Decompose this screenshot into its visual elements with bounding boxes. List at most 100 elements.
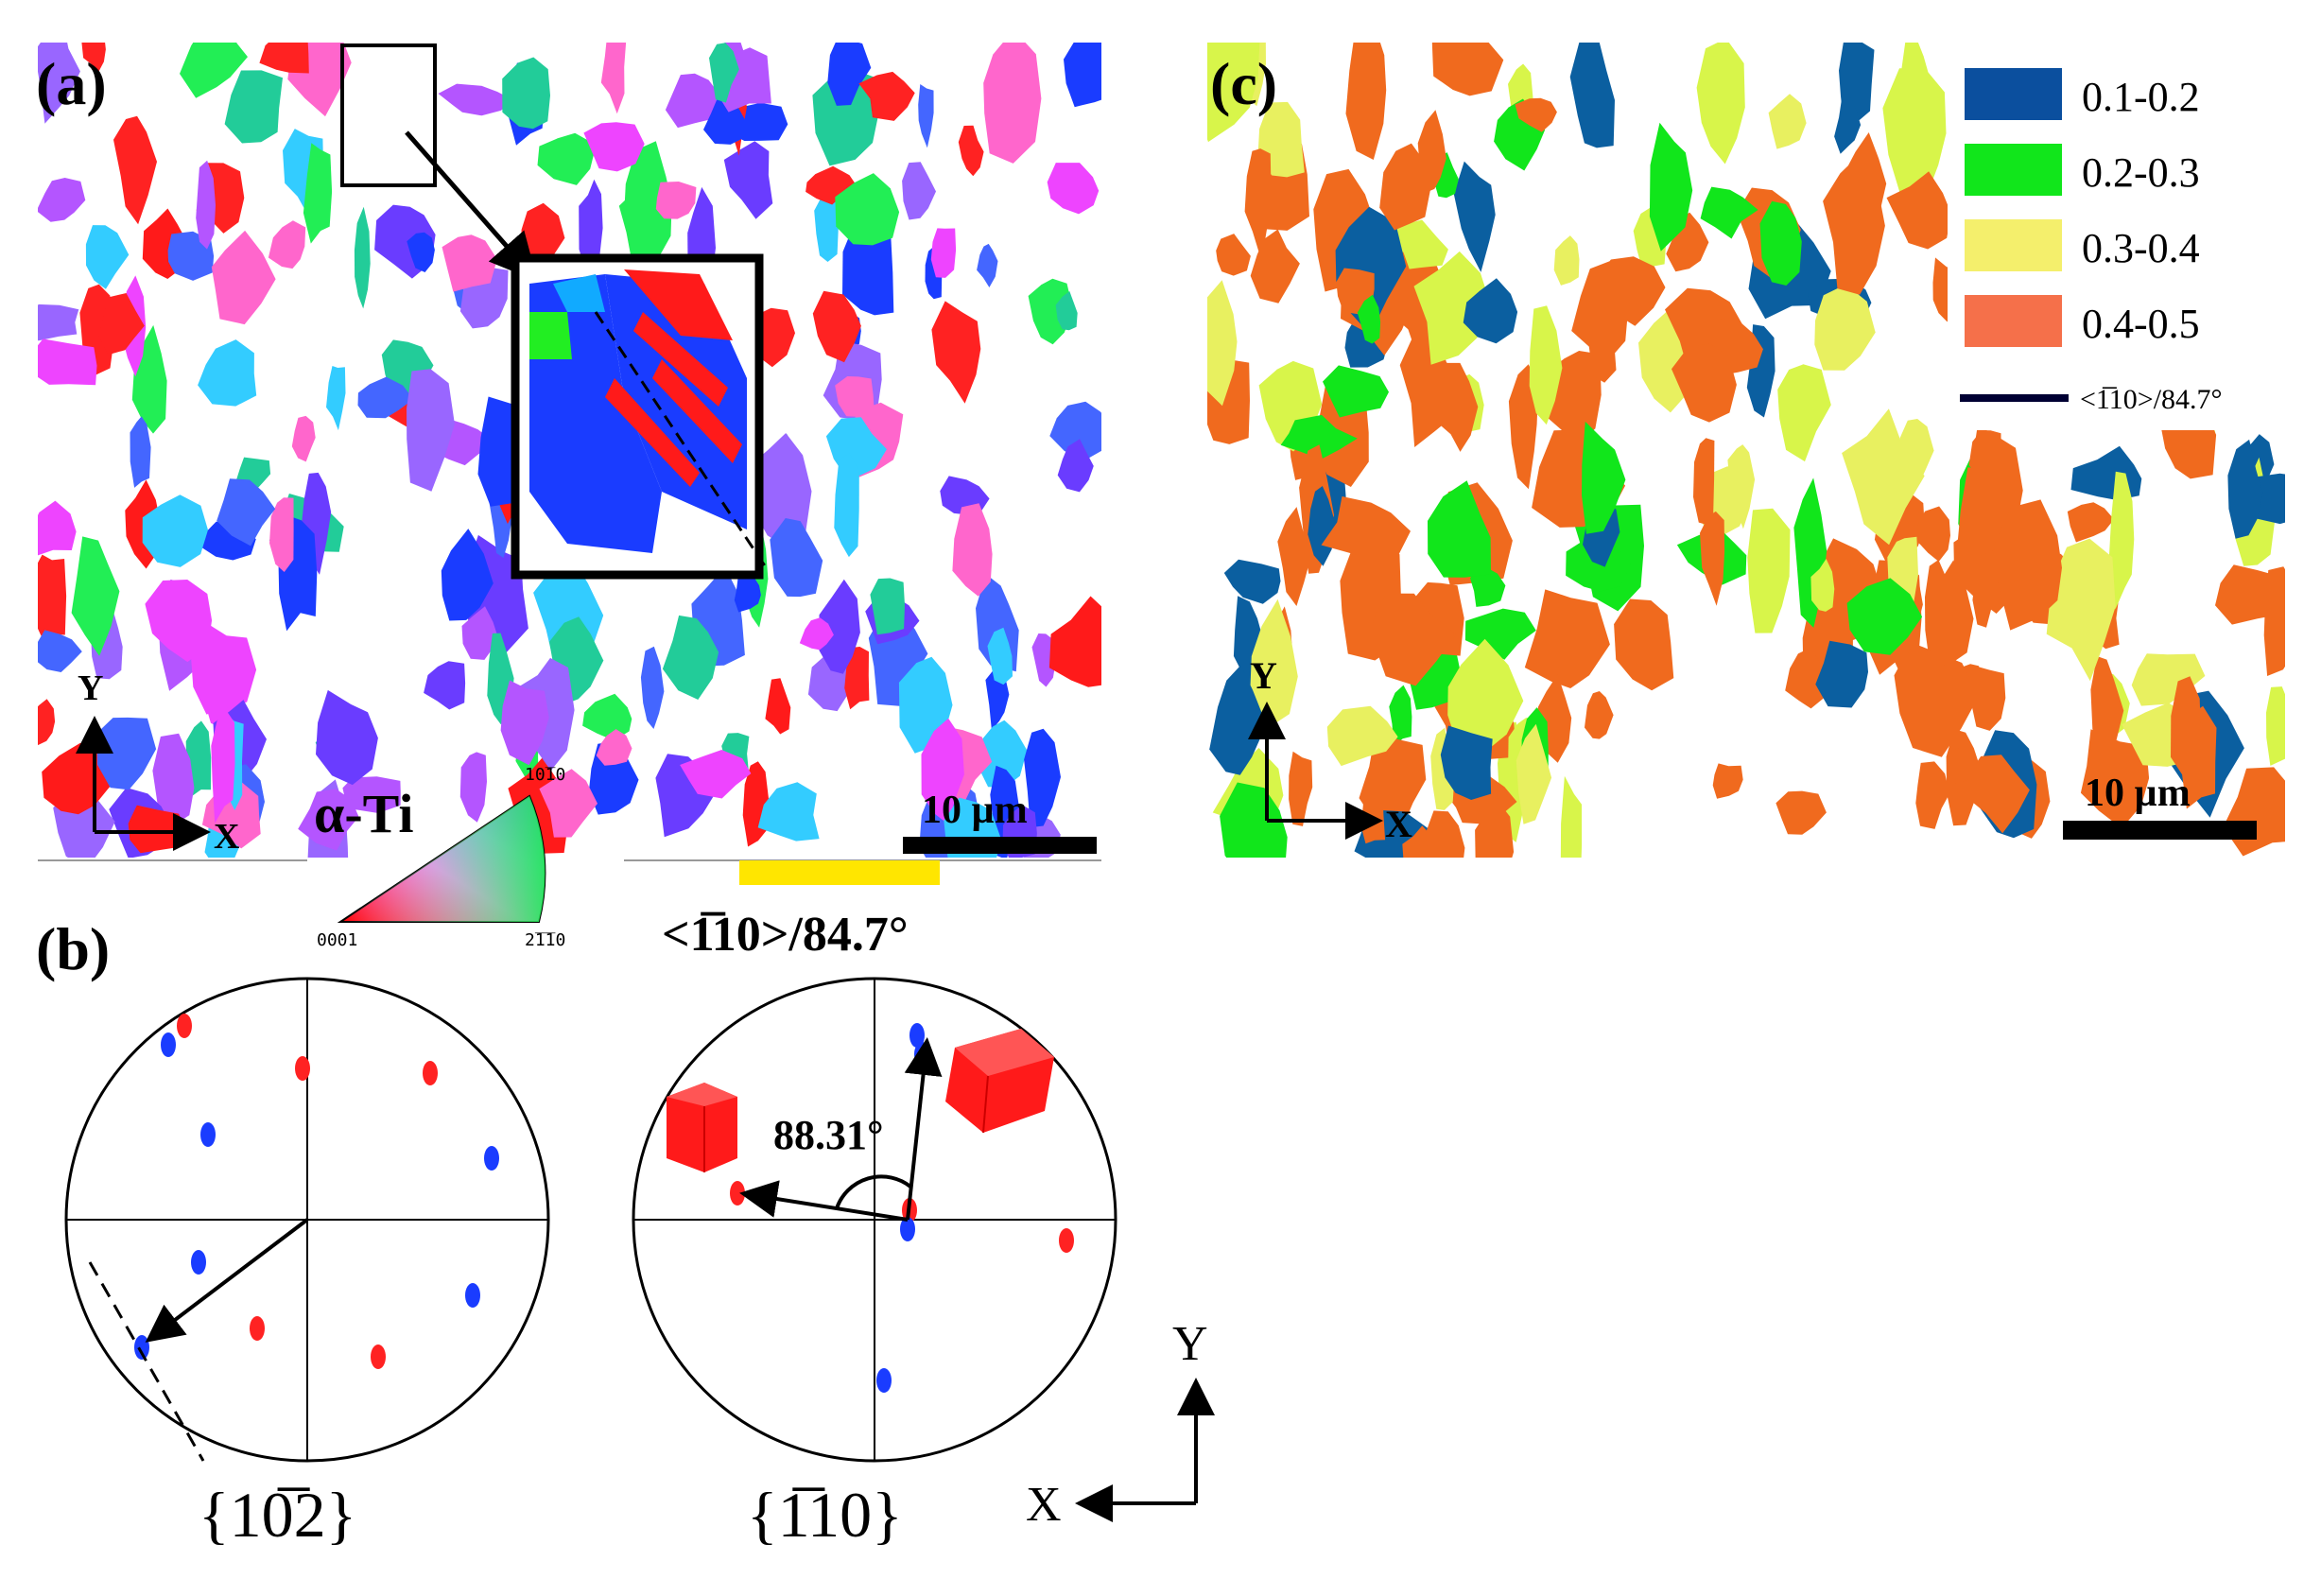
grain xyxy=(1585,297,1617,383)
grain xyxy=(442,234,497,292)
grain xyxy=(1516,723,1552,824)
grain xyxy=(71,536,120,656)
grain xyxy=(1447,638,1524,754)
panel-a-zoom-inset xyxy=(511,253,768,580)
grain xyxy=(85,225,130,289)
grain xyxy=(342,776,401,813)
grain xyxy=(38,699,56,746)
grain xyxy=(983,43,1042,164)
crystal-unit-cell-left xyxy=(667,1083,737,1172)
grain xyxy=(680,750,752,799)
grain xyxy=(1244,148,1272,261)
grain xyxy=(1345,43,1387,160)
grain xyxy=(198,339,257,407)
panel-b-label: (b) xyxy=(36,915,110,982)
grain xyxy=(812,70,879,166)
grain xyxy=(38,500,77,556)
grain xyxy=(1882,68,1947,200)
grain xyxy=(269,497,294,572)
grain xyxy=(357,376,414,419)
grain xyxy=(662,615,719,700)
grain xyxy=(1438,362,1479,452)
panel-a-zoom-arrow xyxy=(405,130,538,282)
grain xyxy=(2067,502,2115,543)
panel-a-scale-label: 10 µm xyxy=(922,789,1028,832)
grain xyxy=(655,182,697,219)
panel-a-scale-bar xyxy=(903,837,1097,854)
grain xyxy=(1289,751,1313,826)
pole-figure-right-label: {1̅10} xyxy=(747,1479,903,1551)
pole-point xyxy=(900,1217,915,1241)
grain xyxy=(902,162,936,220)
panel-c-axis-x: X xyxy=(1385,803,1412,845)
grain xyxy=(2090,656,2124,777)
grain xyxy=(952,503,993,597)
grain xyxy=(2108,471,2135,610)
grain xyxy=(1323,365,1389,418)
grain xyxy=(709,43,739,103)
grain xyxy=(180,43,248,98)
misorientation-label-b: <1̅10>/84.7° xyxy=(662,908,909,962)
grain xyxy=(805,165,857,205)
grain xyxy=(113,115,157,225)
grain xyxy=(1886,171,1951,250)
grain xyxy=(1696,43,1745,165)
grain xyxy=(987,627,1013,685)
panel-a-axes: Y X xyxy=(76,668,239,857)
grain xyxy=(579,179,603,274)
grain xyxy=(537,132,594,185)
ipf-color-key: α-Ti 10̅10 0001 2̅1̅10 xyxy=(314,765,565,950)
grain xyxy=(1389,685,1412,747)
panel-c-label: (c) xyxy=(1210,50,1277,117)
grain xyxy=(1280,414,1358,460)
grain xyxy=(142,494,208,567)
grain xyxy=(1470,566,1506,607)
ipf-phase-label: α-Ti xyxy=(314,783,413,844)
grain xyxy=(2266,686,2285,766)
grain xyxy=(1048,596,1101,687)
grain xyxy=(1846,578,1923,655)
grain xyxy=(407,369,455,492)
grain xyxy=(316,689,378,786)
grain xyxy=(190,622,257,715)
ipf-corner-top: 10̅10 xyxy=(525,765,565,785)
pole-point xyxy=(1059,1228,1074,1253)
grain xyxy=(827,43,872,106)
grain xyxy=(596,729,632,766)
grain xyxy=(2131,653,2206,706)
grain xyxy=(1321,496,1411,559)
grain xyxy=(770,518,823,598)
grain xyxy=(38,630,82,672)
panel-a-axis-y: Y xyxy=(78,668,103,708)
grain xyxy=(1529,305,1563,425)
grain xyxy=(1049,401,1101,460)
grain xyxy=(1047,163,1100,215)
grain xyxy=(1712,763,1743,799)
panel-c-legend: 0.1-0.2 0.2-0.3 0.3-0.4 0.4-0.5 <1̅10>/8… xyxy=(1948,43,2288,430)
grain xyxy=(1475,802,1515,858)
grain xyxy=(1994,499,2062,631)
legend-label-0: 0.1-0.2 xyxy=(2082,74,2200,120)
grain xyxy=(1064,43,1101,108)
grain xyxy=(1814,284,1876,371)
grain xyxy=(1585,691,1614,739)
grain xyxy=(1810,559,1835,612)
grain xyxy=(1593,256,1666,326)
grain xyxy=(1915,761,1950,829)
grain xyxy=(835,173,900,246)
grain xyxy=(1508,364,1539,490)
grain xyxy=(217,478,276,546)
grain xyxy=(1326,705,1398,767)
grain xyxy=(1524,589,1610,688)
grain xyxy=(2070,445,2142,500)
grain xyxy=(461,606,497,660)
grain xyxy=(354,206,371,309)
grain xyxy=(1428,480,1491,578)
panel-c-axes: Y X xyxy=(1248,654,1412,845)
grain xyxy=(819,579,860,674)
grain xyxy=(1759,200,1802,286)
grain xyxy=(757,782,820,841)
grain xyxy=(502,57,550,130)
pole-figure-left xyxy=(64,977,550,1463)
pole-figure-angle: 88.31° xyxy=(773,1112,884,1158)
